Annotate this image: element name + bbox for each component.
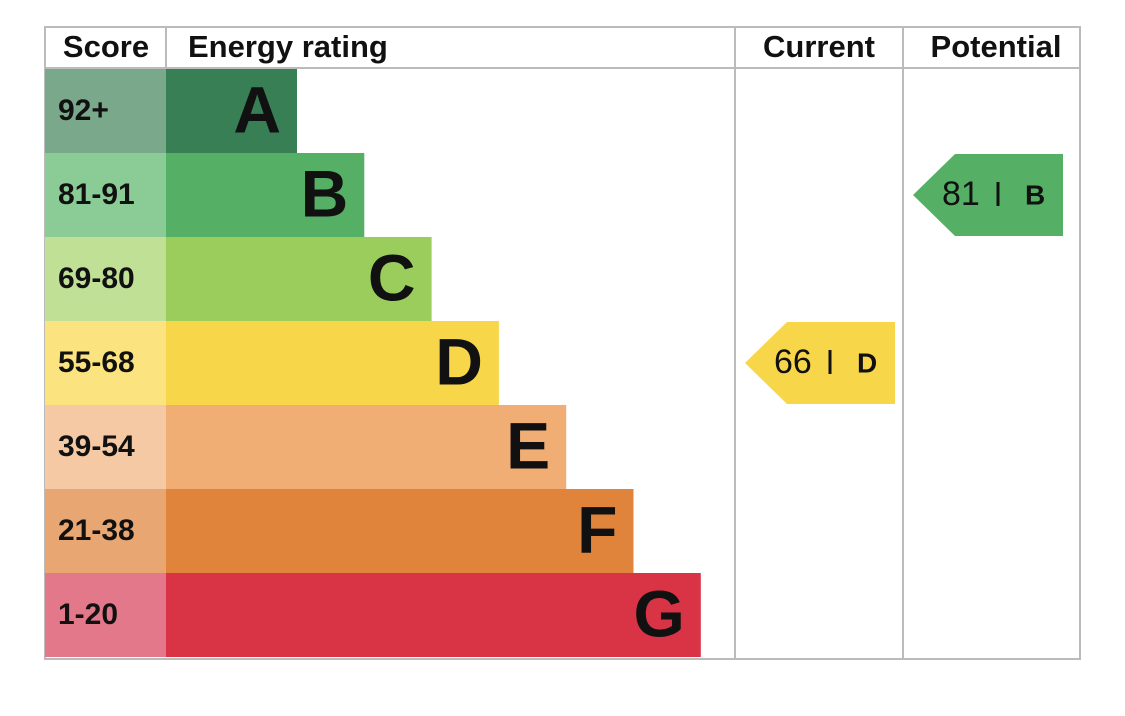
score-cell <box>45 405 166 489</box>
band-letter: E <box>506 408 550 482</box>
score-cell <box>45 573 166 657</box>
band-letter: C <box>368 240 416 314</box>
score-label: 39-54 <box>58 430 135 463</box>
indicator-arrow <box>745 322 895 404</box>
band-letter: B <box>301 156 349 230</box>
score-cell <box>45 489 166 573</box>
indicator-value: 66 <box>774 343 812 381</box>
score-label: 55-68 <box>58 346 135 379</box>
rating-bar <box>166 573 701 657</box>
header-potential: Potential <box>931 29 1062 64</box>
potential-indicator: 81 B <box>913 154 1063 236</box>
score-cell <box>45 237 166 321</box>
header-energy-rating: Energy rating <box>188 29 388 64</box>
rating-bar <box>166 69 297 153</box>
current-indicator: 66 D <box>745 322 895 404</box>
score-label: 81-91 <box>58 178 135 211</box>
band-letter: F <box>577 492 617 566</box>
band-letter: D <box>435 324 483 398</box>
indicator-band: D <box>857 347 877 378</box>
indicator-value: 81 <box>942 175 980 213</box>
rating-bar <box>166 405 567 489</box>
header-current: Current <box>763 29 875 64</box>
header-score: Score <box>63 29 149 64</box>
score-label: 1-20 <box>58 598 118 631</box>
header: Score Energy rating Current Potential <box>63 29 1062 64</box>
score-cell <box>45 321 166 405</box>
rating-bar <box>166 489 634 573</box>
band-letter: G <box>633 576 684 650</box>
indicator-band: B <box>1025 179 1045 210</box>
score-cell <box>45 153 166 237</box>
rating-bar <box>166 237 432 321</box>
rating-bar <box>166 153 365 237</box>
score-label: 21-38 <box>58 514 135 547</box>
score-label: 69-80 <box>58 262 135 295</box>
rating-bar <box>166 321 499 405</box>
indicator-arrow <box>913 154 1063 236</box>
score-label: 92+ <box>58 94 109 127</box>
band-letter: A <box>233 72 281 146</box>
score-cell <box>45 69 166 153</box>
